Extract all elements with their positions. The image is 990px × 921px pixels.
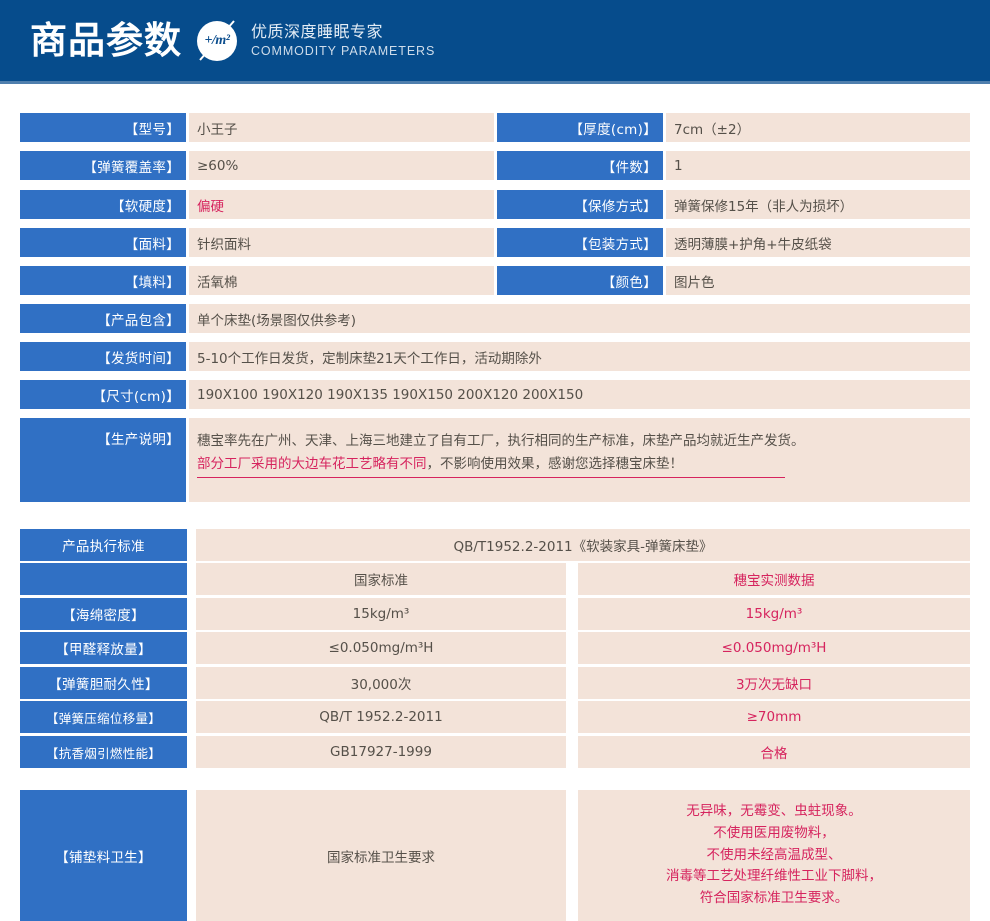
spec-label-fabric: 【面料】 xyxy=(20,228,186,257)
spec-value-color: 图片色 xyxy=(666,266,970,295)
std-value-product-standard: QB/T1952.2-2011《软装家具-弹簧床垫》 xyxy=(196,529,970,561)
spec-value-filling: 活氧棉 xyxy=(189,266,494,295)
page-banner xyxy=(0,0,990,81)
hygiene-line: 无异味，无霉变、虫蛀现象。 xyxy=(686,802,862,819)
production-note-highlight: 部分工厂采用的大边车花工艺略有不同 xyxy=(197,456,427,473)
spec-value-thickness: 7cm（±2） xyxy=(666,113,970,142)
spec-label-packaging: 【包装方式】 xyxy=(497,228,663,257)
std-value-spring-durability-national: 30,000次 xyxy=(196,667,566,699)
spec-label-filling: 【填料】 xyxy=(20,266,186,295)
hygiene-line: 不使用医用废物料， xyxy=(713,824,835,841)
banner-subtitle-en: COMMODITY PARAMETERS xyxy=(251,43,436,58)
spec-value-spring-coverage: ≥60% xyxy=(189,151,494,180)
std-value-spring-compression-measured: ≥70mm xyxy=(578,701,970,733)
std-value-cigarette-ignition-measured: 合格 xyxy=(578,736,970,768)
spec-label-color: 【颜色】 xyxy=(497,266,663,295)
std-label-formaldehyde: 【甲醛释放量】 xyxy=(20,632,187,664)
spec-label-warranty: 【保修方式】 xyxy=(497,190,663,219)
spec-label-production-note: 【生产说明】 xyxy=(20,418,186,502)
spec-value-model: 小王子 xyxy=(189,113,494,142)
spec-value-fabric: 针织面料 xyxy=(189,228,494,257)
spec-value-ship-time: 5-10个工作日发货，定制床垫21天个工作日，活动期除外 xyxy=(189,342,970,371)
spec-value-production-note: 穗宝率先在广州、天津、上海三地建立了自有工厂，执行相同的生产标准，床垫产品均就近… xyxy=(189,418,970,502)
std-label-product-standard: 产品执行标准 xyxy=(20,529,187,561)
spec-value-packaging: 透明薄膜+护角+牛皮纸袋 xyxy=(666,228,970,257)
spec-value-warranty: 弹簧保修15年（非人为损坏） xyxy=(666,190,970,219)
std-value-padding-hygiene-national: 国家标准卫生要求 xyxy=(196,790,566,921)
std-value-spring-durability-measured: 3万次无缺口 xyxy=(578,667,970,699)
spec-label-ship-time: 【发货时间】 xyxy=(20,342,186,371)
spec-value-quantity: 1 xyxy=(666,151,970,180)
std-column-header-national: 国家标准 xyxy=(196,563,566,595)
page-title: 商品参数 xyxy=(30,19,182,62)
std-value-sponge-density-national: 15kg/m³ xyxy=(196,598,566,630)
std-label-column-header-blank xyxy=(20,563,187,595)
spec-label-size: 【尺寸(cm)】 xyxy=(20,380,186,409)
std-column-header-measured: 穗宝实测数据 xyxy=(578,563,970,595)
spec-value-firmness: 偏硬 xyxy=(189,190,494,219)
per-square-meter-badge-icon: +/m² xyxy=(195,19,239,63)
spec-label-model: 【型号】 xyxy=(20,113,186,142)
spec-label-spring-coverage: 【弹簧覆盖率】 xyxy=(20,151,186,180)
spec-value-package-contents: 单个床垫(场景图仅供参考) xyxy=(189,304,970,333)
std-value-padding-hygiene-measured: 无异味，无霉变、虫蛀现象。 不使用医用废物料， 不使用未经高温成型、 消毒等工艺… xyxy=(578,790,970,921)
hygiene-line: 符合国家标准卫生要求。 xyxy=(699,890,849,907)
spec-label-package-contents: 【产品包含】 xyxy=(20,304,186,333)
production-note-line1: 穗宝率先在广州、天津、上海三地建立了自有工厂，执行相同的生产标准，床垫产品均就近… xyxy=(197,433,805,449)
std-value-cigarette-ignition-national: GB17927-1999 xyxy=(196,736,566,768)
spec-label-thickness: 【厚度(cm)】 xyxy=(497,113,663,142)
spec-label-quantity: 【件数】 xyxy=(497,151,663,180)
std-label-spring-compression: 【弹簧压缩位移量】 xyxy=(20,701,187,733)
std-value-sponge-density-measured: 15kg/m³ xyxy=(578,598,970,630)
badge-unit-label: +/m² xyxy=(204,32,230,48)
banner-underline xyxy=(0,81,990,84)
spec-label-firmness: 【软硬度】 xyxy=(20,190,186,219)
production-note-line2-rest: ，不影响使用效果，感谢您选择穗宝床垫！ xyxy=(426,456,684,473)
hygiene-line: 消毒等工艺处理纤维性工业下脚料， xyxy=(666,868,882,885)
banner-content: 商品参数 +/m² 优质深度睡眠专家 COMMODITY PARAMETERS xyxy=(30,0,435,81)
hygiene-line: 不使用未经高温成型、 xyxy=(706,846,842,863)
banner-subtitle-group: 优质深度睡眠专家 COMMODITY PARAMETERS xyxy=(251,21,436,59)
slash-icon xyxy=(199,19,235,61)
std-label-padding-hygiene: 【铺垫料卫生】 xyxy=(20,790,187,921)
std-label-cigarette-ignition: 【抗香烟引燃性能】 xyxy=(20,736,187,768)
std-value-formaldehyde-measured: ≤0.050mg/m³H xyxy=(578,632,970,664)
banner-subtitle-cn: 优质深度睡眠专家 xyxy=(251,21,384,41)
spec-value-size: 190X100 190X120 190X135 190X150 200X120 … xyxy=(189,380,970,409)
std-value-spring-compression-national: QB/T 1952.2-2011 xyxy=(196,701,566,733)
std-value-formaldehyde-national: ≤0.050mg/m³H xyxy=(196,632,566,664)
std-label-spring-durability: 【弹簧胆耐久性】 xyxy=(20,667,187,699)
std-label-sponge-density: 【海绵密度】 xyxy=(20,598,187,630)
